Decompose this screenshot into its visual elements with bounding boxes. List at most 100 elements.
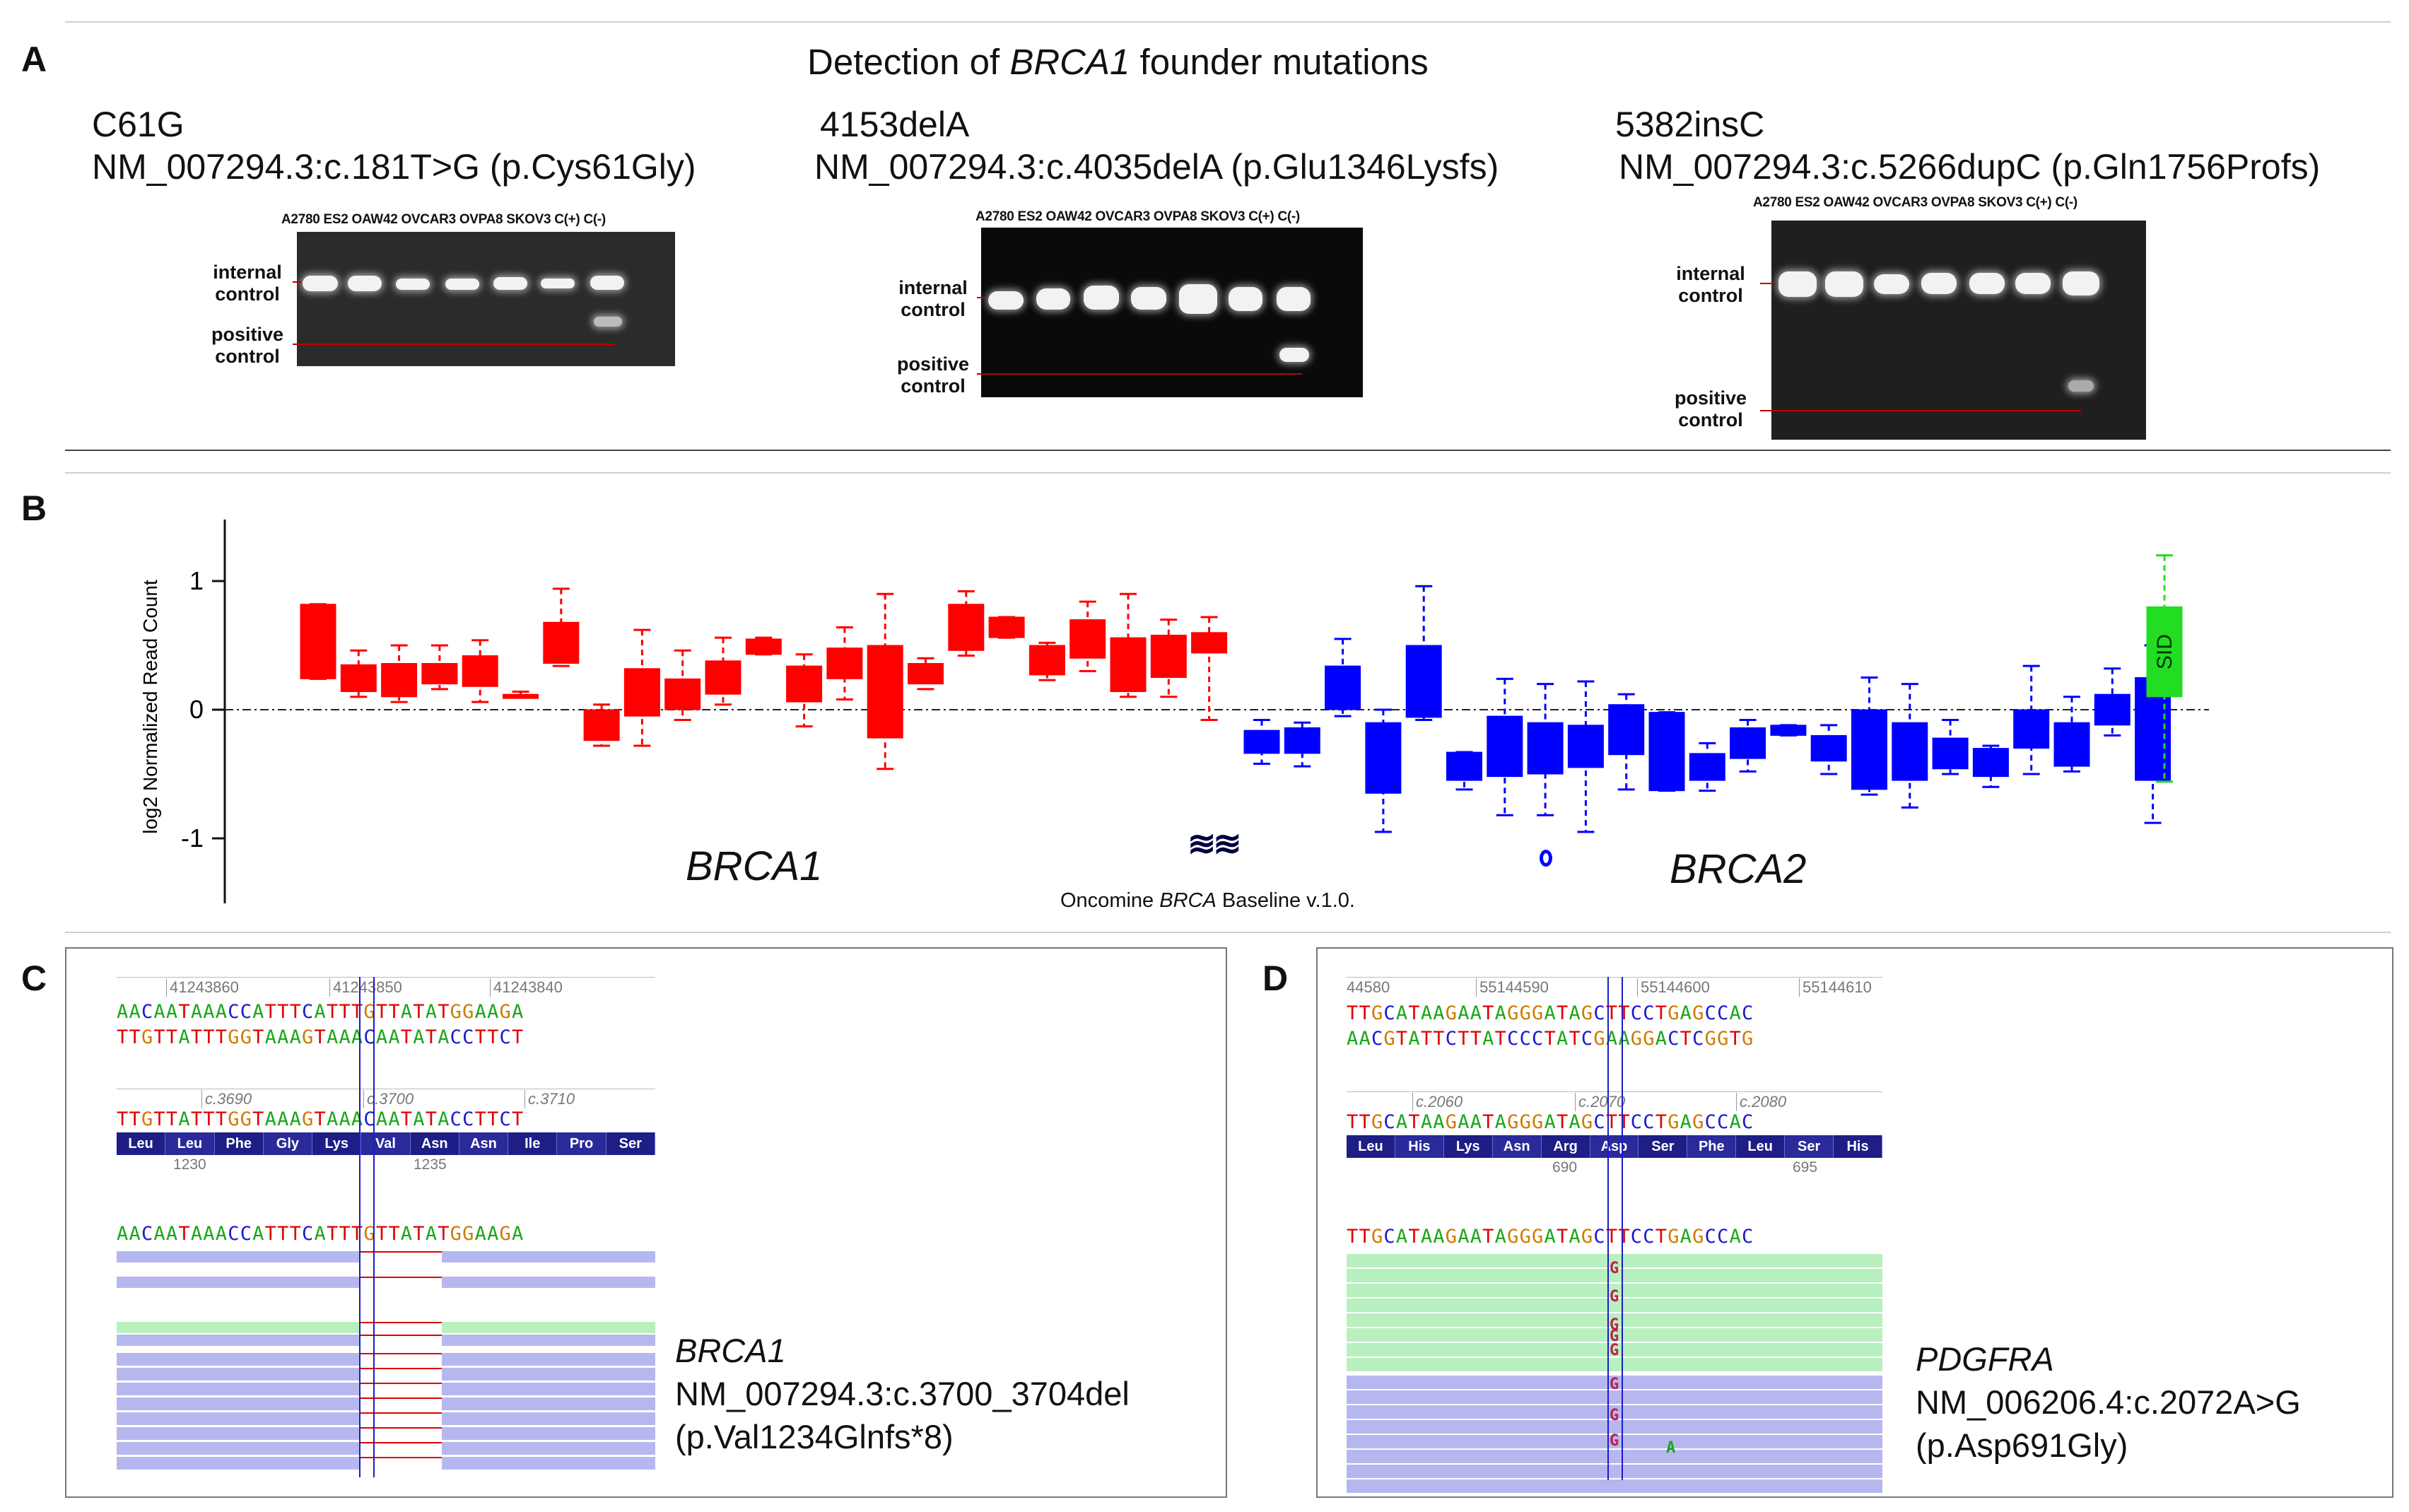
nucleotide: G	[1445, 1002, 1458, 1024]
nucleotide: A	[117, 1001, 129, 1023]
panel-d-cdna-ruler	[1347, 1091, 1882, 1110]
nucleotide: A	[153, 1223, 166, 1245]
nucleotide: G	[1519, 1226, 1532, 1248]
nucleotide: T	[339, 1001, 351, 1023]
nucleotide: T	[1729, 1028, 1742, 1050]
y-tick-label: 0	[189, 695, 204, 724]
panel-d-coord-ruler	[1347, 977, 1882, 999]
nucleotide: A	[165, 1001, 179, 1023]
nucleotide: T	[1420, 1028, 1434, 1050]
nucleotide: C	[1630, 1226, 1643, 1248]
nucleotide: C	[1643, 1111, 1655, 1133]
nucleotide: T	[203, 1026, 216, 1048]
gel1-label-internal: internal control	[213, 262, 282, 305]
nucleotide: T	[117, 1108, 129, 1130]
nucleotide: A	[1655, 1028, 1668, 1050]
gel1-band	[303, 276, 338, 291]
nucleotide: C	[450, 1108, 463, 1130]
box-brca2	[1243, 729, 1280, 754]
nucleotide: T	[117, 1026, 129, 1048]
panel-d-coord: 55144600	[1637, 978, 1710, 997]
nucleotide: T	[252, 1108, 265, 1130]
gel2-label-internal: internal control	[898, 277, 968, 321]
nucleotide: C	[1643, 1226, 1655, 1248]
nucleotide: A	[190, 1223, 204, 1245]
nucleotide: A	[1470, 1111, 1483, 1133]
gel2-marker-positive	[977, 373, 1302, 375]
gel3-band	[2063, 271, 2099, 295]
gel3-band	[1874, 274, 1909, 294]
top-divider	[65, 21, 2391, 23]
gel2-positive-band	[1279, 348, 1309, 362]
nucleotide: C	[1383, 1111, 1396, 1133]
read-base: G	[1610, 1432, 1619, 1450]
nucleotide: A	[314, 1223, 327, 1245]
nucleotide: A	[1494, 1002, 1508, 1024]
box-brca1	[1150, 634, 1187, 679]
nucleotide: A	[1458, 1226, 1470, 1248]
nucleotide: A	[203, 1001, 216, 1023]
nucleotide: T	[474, 1108, 488, 1130]
nucleotide: G	[1519, 1111, 1532, 1133]
box-brca2	[1689, 753, 1725, 781]
nucleotide: T	[425, 1108, 438, 1130]
box-brca1	[786, 665, 823, 703]
nucleotide: T	[1556, 1111, 1569, 1133]
gel2-image	[981, 228, 1363, 397]
nucleotide: G	[1717, 1028, 1730, 1050]
box-brca1	[867, 645, 903, 739]
read-base: G	[1610, 1288, 1619, 1306]
outlier-marker	[1540, 850, 1552, 867]
y-tick-label: 1	[189, 566, 204, 595]
box-brca1	[340, 664, 377, 693]
nucleotide: G	[499, 1001, 512, 1023]
box-brca2	[1567, 725, 1604, 768]
nucleotide: T	[289, 1001, 303, 1023]
read	[1347, 1450, 1882, 1463]
panel-d-ref-seq: TTGCATAAGAATAGGGATAGCTTCCTGAGCCAC	[1347, 1002, 1754, 1024]
deletion-gap	[359, 1277, 442, 1288]
nucleotide: A	[314, 1001, 327, 1023]
gel3-band	[1778, 271, 1817, 297]
gel1-band	[445, 279, 479, 290]
gel1-mutation: C61G	[92, 105, 184, 144]
nucleotide: T	[165, 1108, 179, 1130]
box-brca1	[1028, 645, 1065, 676]
nucleotide: G	[450, 1223, 463, 1245]
gene-label-brca1: BRCA1	[686, 843, 823, 889]
box-brca2	[2013, 709, 2050, 749]
panel-c-cdna-ruler	[117, 1089, 655, 1108]
nucleotide: C	[302, 1223, 315, 1245]
nucleotide: T	[375, 1223, 389, 1245]
panel-c-coord: 41243840	[490, 978, 563, 997]
nucleotide: A	[1395, 1111, 1409, 1133]
nucleotide: T	[339, 1223, 351, 1245]
nucleotide: A	[117, 1223, 129, 1245]
nucleotide: G	[462, 1001, 475, 1023]
nucleotide: T	[178, 1001, 191, 1023]
nucleotide: T	[1494, 1028, 1508, 1050]
nucleotide: T	[277, 1001, 290, 1023]
nucleotide: A	[512, 1223, 524, 1245]
panel-d-caption: PDGFRA NM_006206.4:c.2072A>G (p.Asp691Gl…	[1916, 1337, 2301, 1467]
panel-d-caption-gene: PDGFRA	[1916, 1340, 2054, 1378]
nucleotide: A	[339, 1108, 351, 1130]
box-brca2	[1810, 734, 1847, 762]
nucleotide: G	[1667, 1226, 1680, 1248]
box-brca1	[1191, 632, 1228, 654]
panel-d-cdna-tick: c.2060	[1412, 1093, 1463, 1111]
box-brca2	[1487, 715, 1523, 778]
box-brca2	[1770, 725, 1807, 736]
panel-c-amino-acid-track: Leu Leu Phe Gly Lys Val Asn Asn Ile Pro Ser	[117, 1132, 655, 1155]
nucleotide: C	[450, 1026, 463, 1048]
nucleotide: C	[1643, 1002, 1655, 1024]
box-brca2	[1972, 748, 2009, 778]
nucleotide: A	[375, 1108, 389, 1130]
nucleotide: T	[1433, 1028, 1446, 1050]
nucleotide: T	[1569, 1028, 1581, 1050]
box-brca2	[1892, 722, 1928, 781]
nucleotide: G	[1593, 1028, 1606, 1050]
panel-d-aa-pos: 695	[1793, 1159, 1818, 1176]
box-brca2	[2053, 722, 2090, 767]
